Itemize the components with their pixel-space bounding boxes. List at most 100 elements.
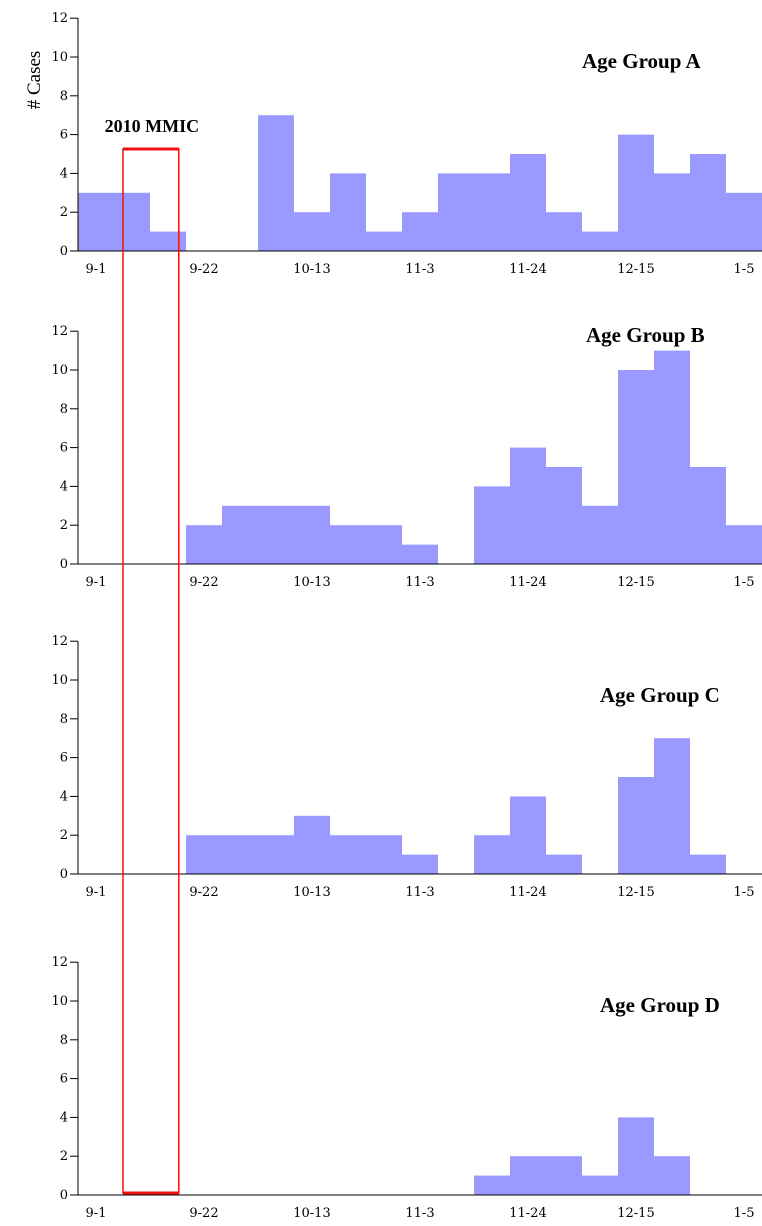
x-tick-label: 9-1 — [86, 885, 107, 900]
x-tick-label: 10-13 — [293, 575, 330, 590]
bar — [546, 467, 582, 564]
bar — [618, 134, 654, 251]
panel-title: Age Group B — [586, 323, 705, 347]
bar — [366, 525, 402, 564]
bar — [402, 854, 438, 874]
bar — [150, 231, 186, 251]
x-tick-label: 10-13 — [293, 1206, 330, 1221]
x-tick-label: 11-24 — [509, 262, 546, 277]
x-tick-label: 1-5 — [734, 575, 755, 590]
x-tick-label: 11-24 — [509, 885, 546, 900]
mmic-label: 2010 MMIC — [105, 116, 199, 136]
x-tick-label: 12-15 — [617, 262, 654, 277]
x-tick-label: 12-15 — [617, 575, 654, 590]
y-tick-label: 6 — [60, 751, 68, 766]
bar — [510, 154, 546, 251]
bar — [654, 738, 690, 874]
bar — [258, 835, 294, 874]
x-tick-label: 11-3 — [405, 885, 434, 900]
x-tick-label: 9-1 — [86, 262, 107, 277]
y-tick-label: 6 — [60, 441, 68, 456]
bar — [474, 173, 510, 251]
bar — [510, 1156, 546, 1195]
bar — [546, 212, 582, 251]
bar — [222, 835, 258, 874]
bar — [474, 486, 510, 564]
x-tick-label: 9-22 — [189, 885, 218, 900]
y-tick-label: 4 — [60, 479, 68, 494]
mmic-period-box — [122, 148, 180, 1194]
x-tick-label: 11-3 — [405, 262, 434, 277]
panel-title: Age Group C — [600, 683, 720, 707]
panel-title: Age Group A — [582, 49, 701, 73]
x-tick-label: 12-15 — [617, 1206, 654, 1221]
y-tick-label: 6 — [60, 1072, 68, 1087]
x-tick-label: 1-5 — [734, 1206, 755, 1221]
bar — [366, 835, 402, 874]
bar — [474, 835, 510, 874]
bar — [330, 525, 366, 564]
x-tick-label: 9-22 — [189, 575, 218, 590]
bar — [690, 154, 726, 251]
bar — [510, 796, 546, 874]
bar — [618, 370, 654, 564]
x-tick-label: 9-22 — [189, 1206, 218, 1221]
y-tick-label: 10 — [51, 994, 68, 1009]
bar — [510, 447, 546, 564]
panel-title: Age Group D — [600, 993, 720, 1017]
bar — [618, 1117, 654, 1195]
bar — [258, 115, 294, 251]
bar — [186, 525, 222, 564]
panel-b: 0 2 4 6 8 10 12 9-1 9-22 10-13 11-3 11-24 12-15 1-5 Ag… — [51, 323, 762, 590]
bar — [366, 231, 402, 251]
bar — [726, 525, 762, 564]
x-tick-label: 11-3 — [405, 1206, 434, 1221]
bar — [402, 212, 438, 251]
bar — [78, 192, 114, 251]
x-tick-label: 9-22 — [189, 262, 218, 277]
bar — [582, 231, 618, 251]
y-tick-label: 8 — [60, 712, 68, 727]
x-tick-label: 1-5 — [734, 885, 755, 900]
y-tick-label: 12 — [51, 324, 68, 339]
bar — [258, 505, 294, 564]
x-tick-label: 11-3 — [405, 575, 434, 590]
bar — [294, 505, 330, 564]
y-tick-label: 8 — [60, 1033, 68, 1048]
y-tick-label: 0 — [60, 1188, 68, 1203]
y-tick-label: 10 — [51, 50, 68, 65]
bar — [546, 1156, 582, 1195]
x-tick-label: 10-13 — [293, 885, 330, 900]
y-tick-label: 0 — [60, 244, 68, 259]
y-tick-label: 2 — [60, 1149, 68, 1164]
x-tick-label: 10-13 — [293, 262, 330, 277]
y-tick-label: 0 — [60, 557, 68, 572]
y-axis-label: # Cases — [24, 51, 45, 110]
bar — [402, 544, 438, 564]
bar — [294, 212, 330, 251]
x-tick-label: 12-15 — [617, 885, 654, 900]
bar — [654, 173, 690, 251]
bar — [654, 1156, 690, 1195]
bar — [690, 467, 726, 564]
x-tick-label: 11-24 — [509, 1206, 546, 1221]
panel-c: 0 2 4 6 8 10 12 9-1 9-22 10-13 11-3 11-24 12-15 1-5 Ag… — [51, 634, 762, 900]
y-tick-label: 10 — [51, 363, 68, 378]
bar — [618, 777, 654, 874]
bar — [474, 1175, 510, 1195]
bar — [186, 835, 222, 874]
bar — [330, 173, 366, 251]
y-tick-label: 6 — [60, 128, 68, 143]
panel-a: 0 2 4 6 8 10 12 9-1 9-22 10-13 11-3 11-24 12-15 1-5 Ag… — [51, 11, 762, 277]
bar — [438, 173, 474, 251]
bar — [114, 192, 150, 251]
y-tick-label: 12 — [51, 955, 68, 970]
x-tick-label: 1-5 — [734, 262, 755, 277]
y-tick-label: 2 — [60, 828, 68, 843]
y-tick-label: 8 — [60, 402, 68, 417]
y-tick-label: 4 — [60, 789, 68, 804]
y-tick-label: 2 — [60, 205, 68, 220]
x-tick-label: 11-24 — [509, 575, 546, 590]
panel-d: 0 2 4 6 8 10 12 9-1 9-22 10-13 11-3 11-24 12-15 1-5 Ag… — [51, 955, 762, 1221]
